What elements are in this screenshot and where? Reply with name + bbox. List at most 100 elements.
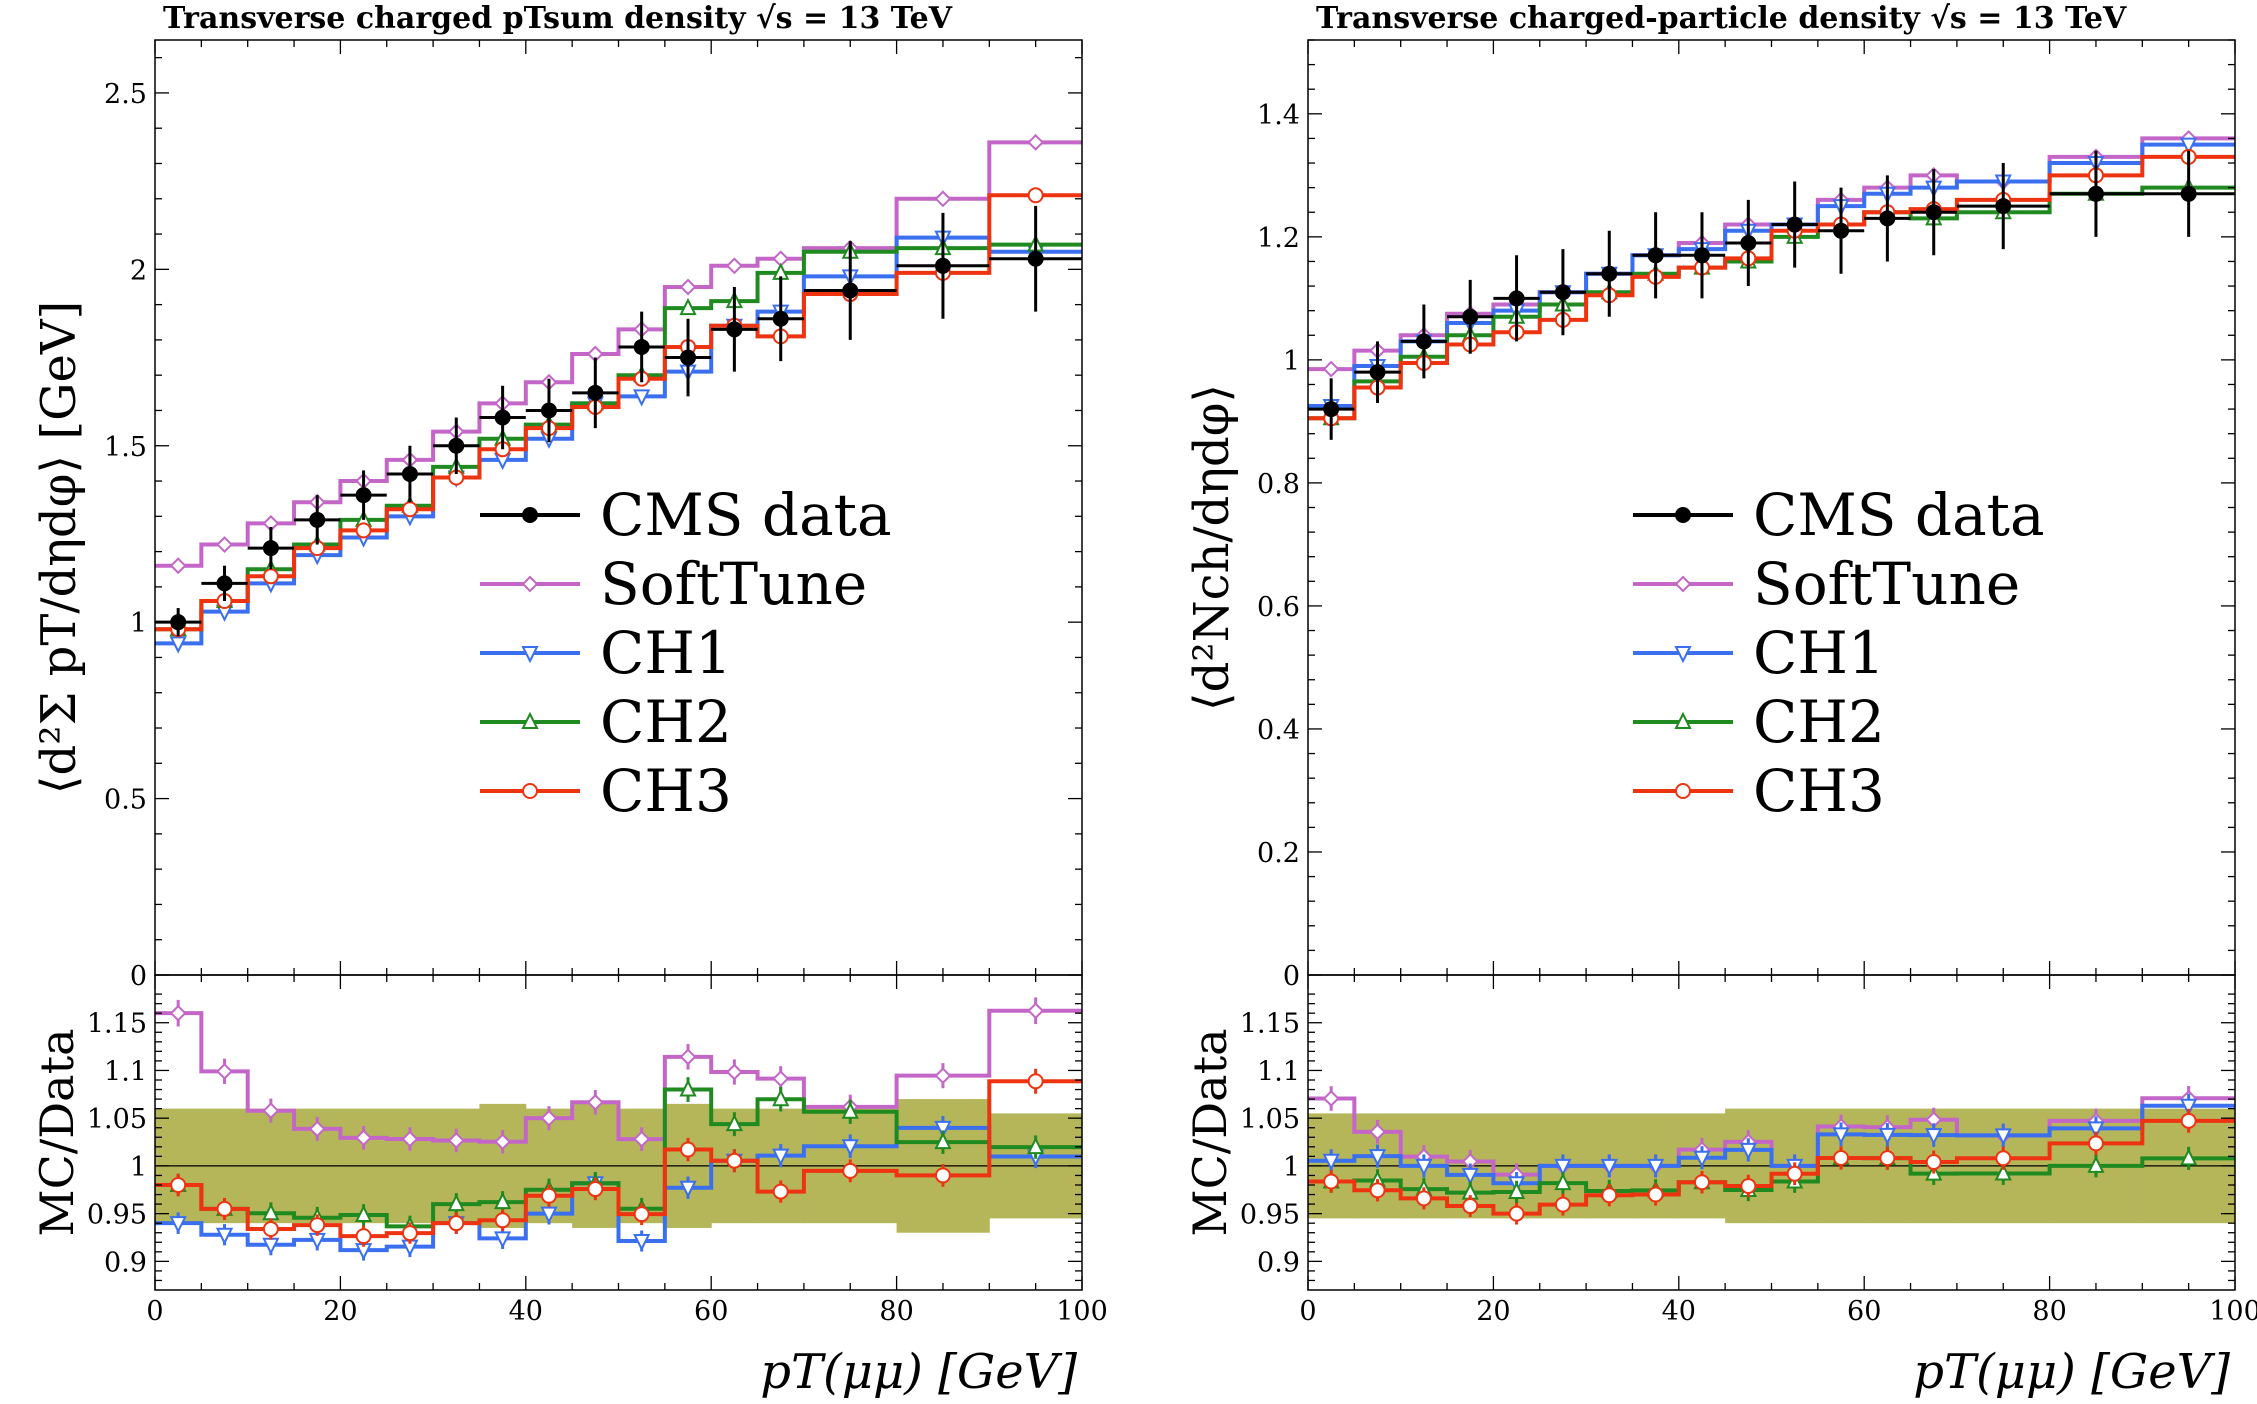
series-point xyxy=(1322,360,1340,378)
ratio-point xyxy=(772,1183,789,1200)
series-SoftTune xyxy=(155,133,1082,1154)
series-point xyxy=(1027,187,1044,204)
ratio-tick-label: 0.95 xyxy=(1240,1200,1300,1231)
ratio-point xyxy=(1739,1142,1757,1161)
ratio-point xyxy=(1740,1177,1757,1194)
x-tick-label: 100 xyxy=(1056,1296,1108,1327)
ratio-axis-label: MC/Data xyxy=(1183,1028,1237,1236)
series-cms-data xyxy=(155,205,1082,637)
ratio-point xyxy=(262,1102,280,1120)
data-point xyxy=(2087,185,2104,202)
series-point xyxy=(355,522,372,539)
legend-item: CMS data xyxy=(1633,481,2045,549)
x-axis: 0 20 40 60 80 100 pT(μμ) [GeV] xyxy=(1299,40,2257,1400)
chart-title: Transverse charged pTsum density √s = 13… xyxy=(163,1,953,36)
data-point xyxy=(1647,247,1664,264)
data-point xyxy=(633,338,650,355)
ratio-point xyxy=(1323,1173,1340,1190)
ratio-point xyxy=(633,1130,651,1148)
ratio-point xyxy=(355,1228,372,1245)
legend-item: CH2 xyxy=(1633,688,1885,756)
ratio-point xyxy=(1925,1154,1942,1171)
ratio-point xyxy=(1368,1149,1387,1167)
y-tick-label: 1.5 xyxy=(104,432,147,463)
data-point xyxy=(726,321,743,338)
data-point xyxy=(1995,198,2012,215)
legend-item: CH3 xyxy=(480,757,732,825)
series-point xyxy=(169,636,187,654)
ratio-tick-label: 1.15 xyxy=(87,1009,147,1040)
y-axis: 0 0.2 0.4 0.6 0.8 1 1.2 1.4 ⟨d²Nch/dηdφ⟩ xyxy=(1184,39,2235,992)
data-point xyxy=(1879,210,1896,227)
ratio-point xyxy=(1554,1172,1572,1191)
ratio-point xyxy=(447,1193,465,1212)
ratio-point xyxy=(448,1215,465,1232)
legend-label: CH2 xyxy=(600,688,732,756)
legend-item: CH1 xyxy=(480,619,732,687)
ratio-point xyxy=(1554,1158,1572,1177)
data-point xyxy=(448,437,465,454)
x-tick-label: 20 xyxy=(323,1296,357,1327)
ratio-point xyxy=(215,1227,234,1245)
ratio-axis-label: MC/Data xyxy=(30,1028,84,1236)
ratio-point xyxy=(355,1129,372,1147)
ratio-point xyxy=(772,1070,790,1088)
y-tick-label: 0 xyxy=(1283,961,1300,992)
legend-marker xyxy=(521,575,539,593)
ratio-point xyxy=(2180,1098,2198,1117)
legend-label: CMS data xyxy=(1753,481,2045,549)
legend-item: SoftTune xyxy=(480,550,867,618)
legend-marker xyxy=(1674,646,1692,664)
ratio-point xyxy=(1369,1123,1386,1141)
y-tick-label: 0.4 xyxy=(1257,715,1300,746)
legend-marker xyxy=(1675,507,1691,523)
ratio-tick-label: 1 xyxy=(1283,1152,1300,1183)
legend-marker xyxy=(521,646,539,664)
x-axis: 0 20 40 60 80 100 pT(μμ) [GeV] xyxy=(146,40,1108,1400)
x-tick-label: 0 xyxy=(1299,1296,1316,1327)
legend-marker xyxy=(521,711,539,729)
ratio-point xyxy=(2087,1155,2105,1173)
data-point xyxy=(1323,401,1340,418)
ratio-point xyxy=(934,1120,952,1139)
y-tick-label: 0.2 xyxy=(1257,838,1300,869)
data-point xyxy=(2180,185,2197,202)
ratio-tick-label: 1.05 xyxy=(87,1104,147,1135)
chart-panel-2: Transverse charged-particle density √s =… xyxy=(1183,1,2257,1400)
y-tick-label: 1 xyxy=(1283,346,1300,377)
legend-marker xyxy=(1675,783,1691,799)
ratio-point xyxy=(934,1067,952,1085)
series-point xyxy=(934,190,952,208)
data-point xyxy=(309,511,326,528)
ratio-point xyxy=(262,1221,279,1238)
chart-panel-1: Transverse charged pTsum density √s = 13… xyxy=(30,1,1108,1400)
x-tick-label: 80 xyxy=(2032,1296,2066,1327)
ratio-point xyxy=(1322,1153,1340,1171)
legend-item: CH2 xyxy=(480,688,732,756)
ratio-point xyxy=(494,1191,512,1210)
ratio-point xyxy=(494,1133,512,1151)
ratio-point xyxy=(170,1177,187,1193)
ratio-point xyxy=(2087,1121,2105,1139)
data-point xyxy=(1740,234,1757,251)
y-tick-label: 2.5 xyxy=(104,79,147,110)
ratio-point xyxy=(934,1167,951,1184)
ratio-point xyxy=(1415,1190,1432,1207)
data-point xyxy=(494,409,511,426)
ratio-point xyxy=(1925,1128,1943,1146)
data-point xyxy=(587,384,604,401)
data-point xyxy=(401,465,418,482)
ratio-point xyxy=(586,1093,604,1111)
data-point xyxy=(1369,364,1386,381)
data-point xyxy=(1508,290,1525,307)
ratio-point xyxy=(169,1216,187,1234)
legend-item: SoftTune xyxy=(1633,550,2020,618)
ratio-point xyxy=(1462,1198,1479,1215)
ratio-point xyxy=(1507,1181,1526,1199)
legend-label: CH1 xyxy=(600,619,732,687)
ratio-tick-label: 0.9 xyxy=(104,1247,147,1278)
ratio-point xyxy=(401,1225,418,1242)
ratio-point xyxy=(1508,1205,1525,1222)
